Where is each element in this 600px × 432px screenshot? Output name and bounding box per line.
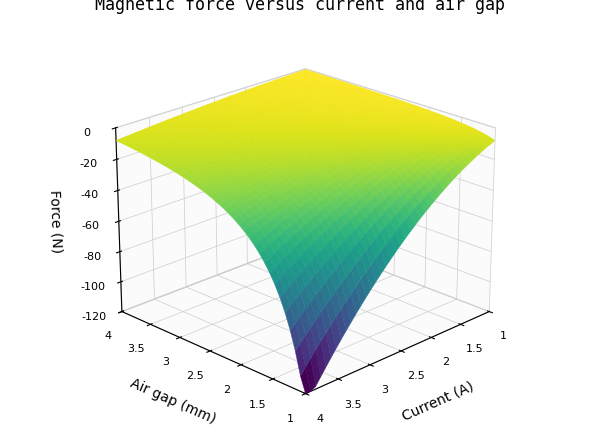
Title: Magnetic force versus current and air gap: Magnetic force versus current and air ga… xyxy=(95,0,505,15)
X-axis label: Current (A): Current (A) xyxy=(400,379,476,423)
Y-axis label: Air gap (mm): Air gap (mm) xyxy=(128,376,218,426)
